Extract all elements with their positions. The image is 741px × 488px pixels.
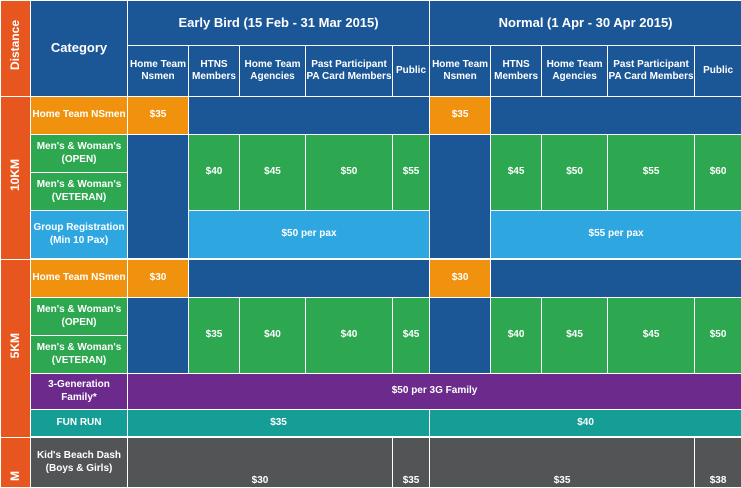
category-home-team-nsmen: Home Team NSmen: [31, 260, 128, 298]
col-home-team-nsmen: Home Team Nsmen: [128, 46, 189, 97]
price-cell: $45: [491, 135, 542, 211]
price-cell: $38: [695, 438, 741, 488]
empty-cell: [491, 260, 741, 298]
col-public: Public: [393, 46, 430, 97]
price-cell: $50 per pax: [189, 211, 430, 259]
empty-cell: [430, 135, 491, 259]
distance-kids: M: [1, 438, 31, 488]
price-cell: $45: [608, 298, 695, 374]
price-cell: $40: [240, 298, 306, 374]
empty-cell: [189, 97, 430, 135]
distance-10km: 10KM: [1, 97, 31, 260]
price-cell: $40: [491, 298, 542, 374]
col-htns-members: HTNS Members: [189, 46, 240, 97]
category-open: Men's & Woman's (OPEN): [31, 298, 128, 336]
empty-cell: [491, 97, 741, 135]
price-cell: $35: [393, 438, 430, 488]
category-group-registration: Group Registration (Min 10 Pax): [31, 211, 128, 259]
price-cell: $50: [695, 298, 741, 374]
price-cell: $35: [430, 97, 491, 135]
empty-cell: [430, 298, 491, 374]
category-open: Men's & Woman's (OPEN): [31, 135, 128, 173]
early-bird-header: Early Bird (15 Feb - 31 Mar 2015): [128, 1, 430, 46]
category-kids-beach-dash: Kid's Beach Dash (Boys & Girls): [31, 438, 128, 488]
price-cell: $50: [542, 135, 608, 211]
category-3g-family: 3-Generation Family*: [31, 374, 128, 410]
distance-header: Distance: [1, 1, 31, 97]
price-cell: $50 per 3G Family: [128, 374, 741, 410]
price-cell: $55 per pax: [491, 211, 741, 259]
price-cell: $40: [306, 298, 393, 374]
price-cell: $55: [608, 135, 695, 211]
col-home-team-agencies: Home Team Agencies: [542, 46, 608, 97]
price-cell: $30: [430, 260, 491, 298]
empty-cell: [189, 260, 430, 298]
price-cell: $40: [189, 135, 240, 211]
price-cell: $30: [128, 438, 393, 488]
col-home-team-nsmen: Home Team Nsmen: [430, 46, 491, 97]
category-home-team-nsmen: Home Team NSmen: [31, 97, 128, 135]
price-cell: $45: [393, 298, 430, 374]
price-cell: $35: [128, 97, 189, 135]
price-cell: $45: [542, 298, 608, 374]
empty-cell: [128, 135, 189, 259]
distance-5km: 5KM: [1, 260, 31, 438]
price-cell: $35: [189, 298, 240, 374]
category-veteran: Men's & Woman's (VETERAN): [31, 336, 128, 374]
col-home-team-agencies: Home Team Agencies: [240, 46, 306, 97]
price-cell: $40: [430, 410, 741, 437]
col-past-participant: Past Participant PA Card Members: [306, 46, 393, 97]
col-public: Public: [695, 46, 741, 97]
price-cell: $60: [695, 135, 741, 211]
category-fun-run: FUN RUN: [31, 410, 128, 437]
empty-cell: [128, 298, 189, 374]
price-cell: $35: [430, 438, 695, 488]
category-veteran: Men's & Woman's (VETERAN): [31, 173, 128, 211]
price-cell: $50: [306, 135, 393, 211]
col-htns-members: HTNS Members: [491, 46, 542, 97]
col-past-participant: Past Participant PA Card Members: [608, 46, 695, 97]
price-cell: $35: [128, 410, 430, 437]
normal-header: Normal (1 Apr - 30 Apr 2015): [430, 1, 741, 46]
category-header: Category: [31, 1, 128, 97]
price-cell: $30: [128, 260, 189, 298]
price-cell: $45: [240, 135, 306, 211]
price-cell: $55: [393, 135, 430, 211]
